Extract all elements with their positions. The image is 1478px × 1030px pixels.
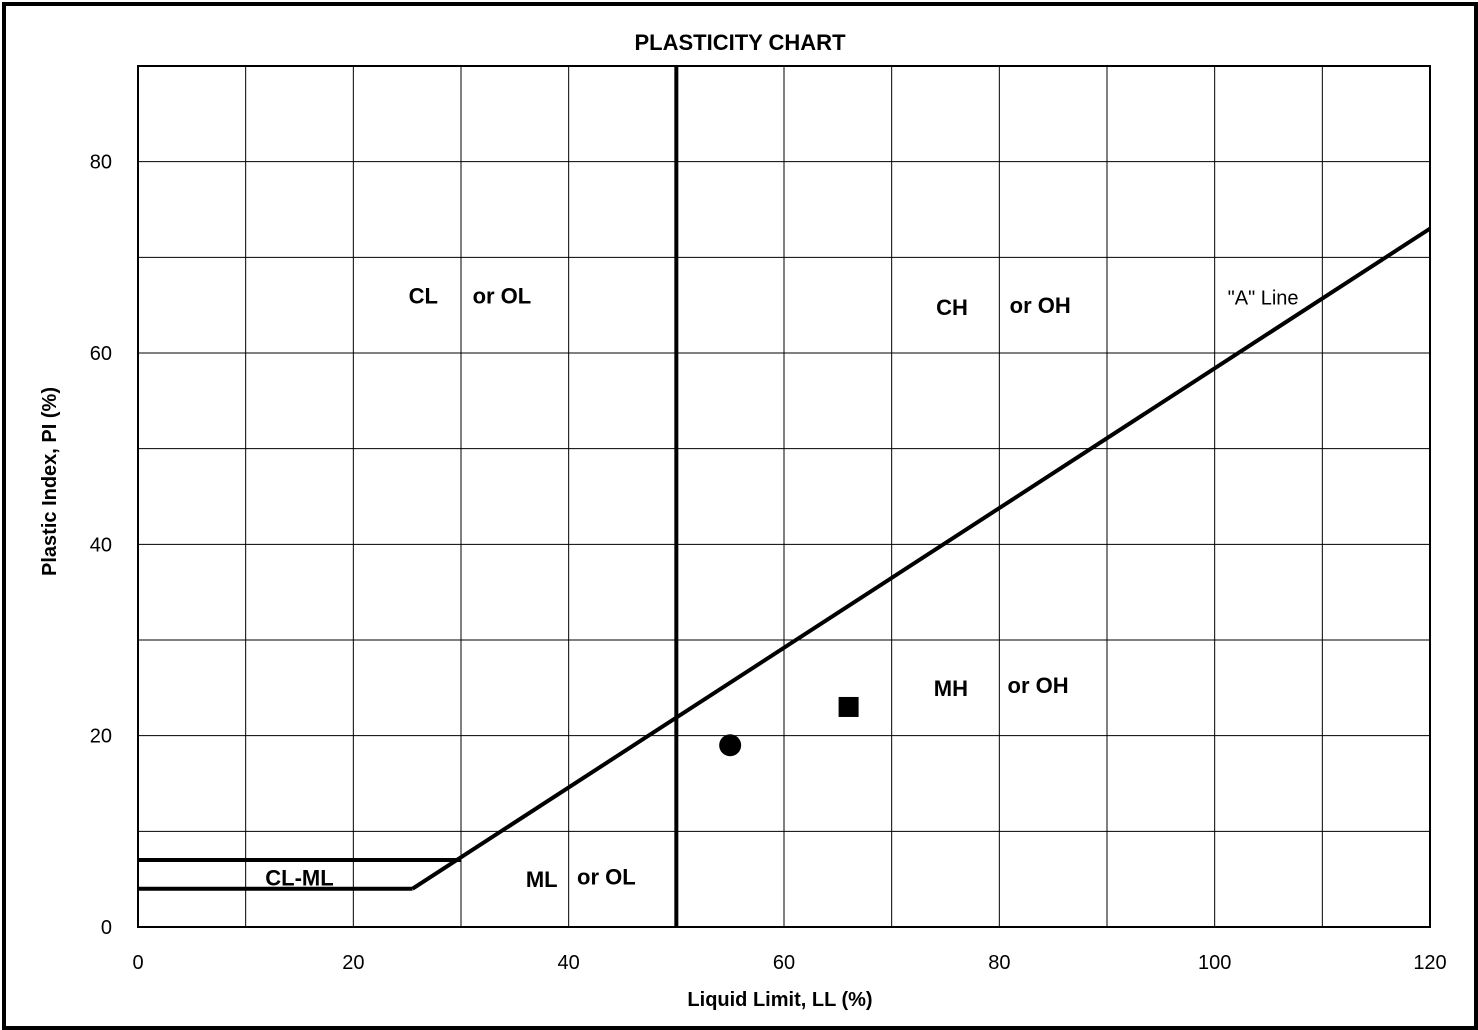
zone-label: or OH [1008, 673, 1069, 698]
zone-label: or OL [577, 864, 636, 889]
zone-label: CL [409, 284, 438, 309]
x-axis-label: Liquid Limit, LL (%) [687, 989, 872, 1011]
zone-label: or OH [1010, 293, 1071, 318]
chart-labels: CL or OL CH or OH MH or OH ML or OL CL-ML "A" Lin… [265, 284, 1298, 893]
x-tick-label: 80 [988, 952, 1010, 974]
y-tick-label: 60 [90, 343, 112, 365]
zone-label: MH [934, 676, 968, 701]
y-tick-label: 20 [90, 726, 112, 748]
y-tick-label: 0 [101, 917, 112, 939]
plot-area [137, 65, 1431, 928]
chart-title: PLASTICITY CHART [634, 30, 846, 55]
a-line [411, 226, 1432, 891]
x-tick-label: 0 [132, 952, 143, 974]
x-tick-label: 60 [773, 952, 795, 974]
zone-label: or OL [473, 284, 532, 309]
axes: 0 20 40 60 80 100 120 0 20 40 60 80 PLASTICITY CHART… [39, 30, 1447, 1011]
a-line-label: "A" Line [1228, 288, 1299, 310]
x-tick-label: 40 [558, 952, 580, 974]
data-points [719, 696, 859, 757]
zone-label: ML [526, 867, 558, 892]
x-tick-label: 20 [342, 952, 364, 974]
zone-label: CL-ML [265, 865, 333, 890]
y-axis-label: Plastic Index, PI (%) [39, 387, 61, 576]
zone-label: CH [936, 295, 968, 320]
y-tick-label: 40 [90, 534, 112, 556]
data-point-square [838, 696, 859, 717]
x-tick-label: 120 [1413, 952, 1446, 974]
grid [138, 66, 1430, 927]
plasticity-chart: 0 20 40 60 80 100 120 0 20 40 60 80 PLASTICITY CHART… [39, 30, 1447, 1011]
data-point-circle [719, 734, 742, 757]
x-tick-label: 100 [1198, 952, 1231, 974]
y-tick-label: 80 [90, 152, 112, 174]
chart-lines [138, 66, 1432, 927]
